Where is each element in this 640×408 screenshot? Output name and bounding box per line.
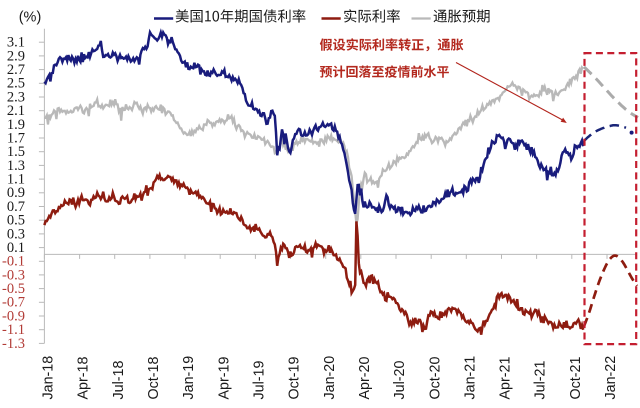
svg-text:Jul-21: Jul-21	[533, 361, 549, 400]
svg-text:0.3: 0.3	[7, 226, 25, 242]
svg-text:0.9: 0.9	[7, 185, 25, 201]
svg-text:Jan-20: Jan-20	[322, 356, 338, 400]
svg-text:2.5: 2.5	[7, 76, 25, 92]
svg-text:Oct-21: Oct-21	[568, 357, 584, 400]
svg-text:-1.1: -1.1	[2, 322, 25, 338]
svg-text:2.1: 2.1	[7, 103, 25, 119]
svg-text:1.3: 1.3	[7, 158, 25, 174]
svg-text:1.7: 1.7	[7, 130, 25, 146]
svg-text:Apr-21: Apr-21	[498, 357, 514, 400]
svg-text:Oct-20: Oct-20	[427, 357, 443, 400]
svg-text:2.7: 2.7	[7, 62, 25, 78]
svg-text:Apr-19: Apr-19	[216, 357, 232, 400]
svg-text:-0.3: -0.3	[2, 267, 25, 283]
svg-text:0.1: 0.1	[7, 240, 25, 256]
svg-text:Jan-21: Jan-21	[462, 356, 478, 400]
svg-text:Jan-19: Jan-19	[181, 356, 197, 400]
svg-text:-0.1: -0.1	[2, 254, 25, 270]
svg-text:Apr-20: Apr-20	[357, 357, 373, 400]
svg-text:-0.5: -0.5	[2, 281, 25, 297]
svg-text:3.1: 3.1	[7, 35, 25, 51]
svg-text:-0.7: -0.7	[2, 295, 25, 311]
svg-text:1.9: 1.9	[7, 117, 25, 133]
svg-text:-1.3: -1.3	[2, 336, 25, 352]
svg-text:Jul-19: Jul-19	[252, 361, 268, 400]
svg-text:0.5: 0.5	[7, 213, 25, 229]
svg-text:2.9: 2.9	[7, 48, 25, 64]
svg-text:1.5: 1.5	[7, 144, 25, 160]
svg-text:Oct-18: Oct-18	[146, 357, 162, 400]
svg-text:1.1: 1.1	[7, 172, 25, 188]
svg-text:2.3: 2.3	[7, 89, 25, 105]
svg-text:-0.9: -0.9	[2, 308, 25, 324]
svg-text:0.7: 0.7	[7, 199, 25, 215]
svg-text:(%): (%)	[19, 10, 42, 26]
svg-text:Apr-18: Apr-18	[76, 357, 92, 400]
svg-text:Oct-19: Oct-19	[287, 357, 303, 400]
svg-text:Jan-22: Jan-22	[603, 356, 619, 400]
svg-text:Jul-18: Jul-18	[111, 361, 127, 400]
svg-text:Jul-20: Jul-20	[392, 361, 408, 400]
svg-text:Jan-18: Jan-18	[41, 356, 57, 400]
